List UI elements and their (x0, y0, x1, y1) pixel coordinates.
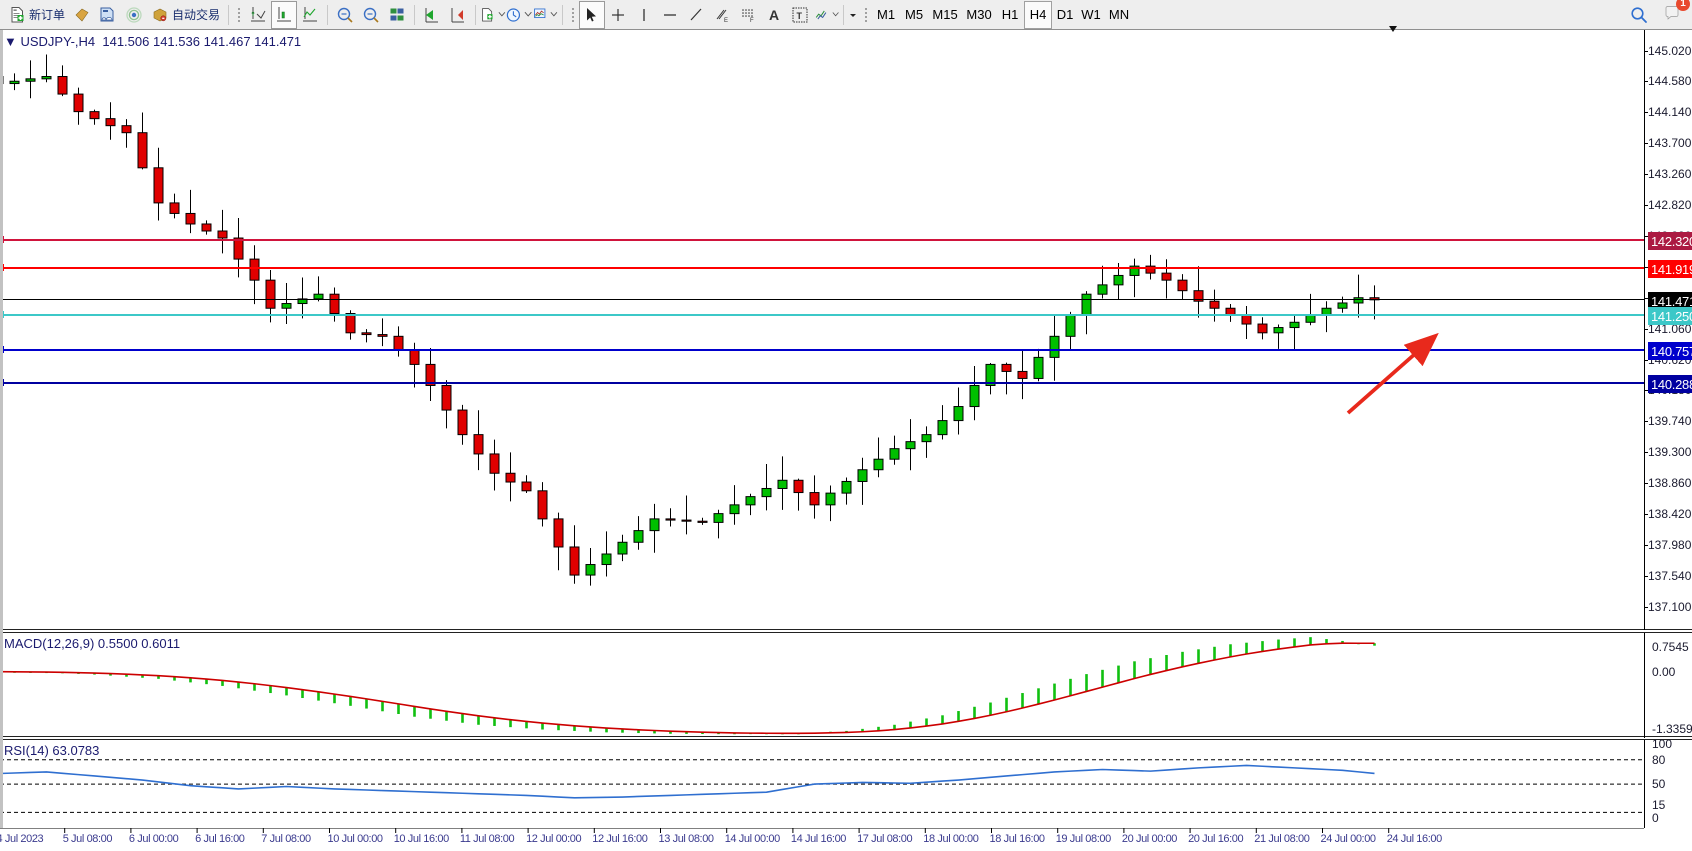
svg-text:F: F (750, 18, 754, 24)
svg-text:T: T (797, 11, 803, 21)
svg-text:E: E (724, 18, 728, 24)
